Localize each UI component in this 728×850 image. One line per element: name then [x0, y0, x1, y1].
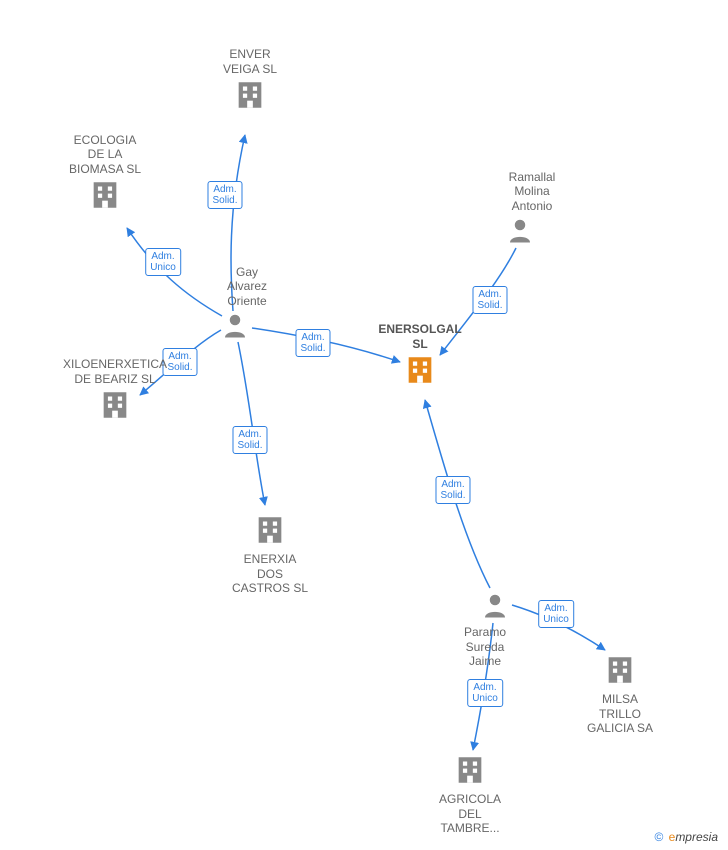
- building-icon: [403, 353, 437, 387]
- node-label: XILOENERXETICA DE BEARIZ SL: [63, 357, 167, 386]
- building-icon: [88, 178, 122, 212]
- node-label: AGRICOLA DEL TAMBRE...: [439, 792, 501, 835]
- node-milsa[interactable]: MILSA TRILLO GALICIA SA: [587, 653, 653, 736]
- person-icon: [505, 215, 535, 245]
- edge-label-gay-enerxia: Adm. Solid.: [232, 426, 267, 454]
- node-agricola[interactable]: AGRICOLA DEL TAMBRE...: [439, 753, 501, 836]
- node-label: ECOLOGIA DE LA BIOMASA SL: [69, 133, 141, 176]
- person-icon: [220, 310, 250, 340]
- node-enerxia[interactable]: ENERXIA DOS CASTROS SL: [232, 513, 308, 596]
- edge-label-gay-xilo: Adm. Solid.: [162, 348, 197, 376]
- edge-label-gay-enersolgal: Adm. Solid.: [295, 329, 330, 357]
- edge-gay-enerxia: [238, 342, 265, 505]
- node-paramo[interactable]: Paramo Sureda Jaime: [474, 590, 516, 669]
- node-label: ENERSOLGAL SL: [378, 322, 461, 351]
- node-ecologia[interactable]: ECOLOGIA DE LA BIOMASA SL: [69, 133, 141, 216]
- node-label: Ramallal Molina Antonio: [509, 170, 556, 213]
- credit: © empresia: [654, 830, 718, 844]
- node-label: ENVER VEIGA SL: [223, 47, 277, 76]
- node-label: MILSA TRILLO GALICIA SA: [587, 692, 653, 735]
- node-enersolgal[interactable]: ENERSOLGAL SL: [378, 322, 461, 390]
- edge-label-paramo-agricola: Adm. Unico: [467, 679, 503, 707]
- node-ramallal[interactable]: Ramallal Molina Antonio: [497, 170, 544, 249]
- edge-label-paramo-enersolgal: Adm. Solid.: [435, 476, 470, 504]
- copyright-symbol: ©: [654, 830, 663, 844]
- building-icon: [603, 653, 637, 687]
- building-icon: [453, 753, 487, 787]
- person-icon: [480, 590, 510, 620]
- edge-label-gay-ecologia: Adm. Unico: [145, 248, 181, 276]
- building-icon: [253, 513, 287, 547]
- node-xilo[interactable]: XILOENERXETICA DE BEARIZ SL: [63, 357, 167, 425]
- edge-label-gay-enver: Adm. Solid.: [207, 181, 242, 209]
- node-label: Gay Alvarez Oriente: [227, 265, 267, 308]
- edge-label-ramallal-enersolgal: Adm. Solid.: [472, 286, 507, 314]
- node-label: ENERXIA DOS CASTROS SL: [232, 552, 308, 595]
- edge-label-paramo-milsa: Adm. Unico: [538, 600, 574, 628]
- node-gay[interactable]: Gay Alvarez Oriente: [215, 265, 255, 344]
- building-icon: [98, 388, 132, 422]
- brand-rest: mpresia: [675, 830, 718, 844]
- node-label: Paramo Sureda Jaime: [464, 625, 506, 668]
- building-icon: [233, 78, 267, 112]
- node-enver[interactable]: ENVER VEIGA SL: [223, 47, 277, 115]
